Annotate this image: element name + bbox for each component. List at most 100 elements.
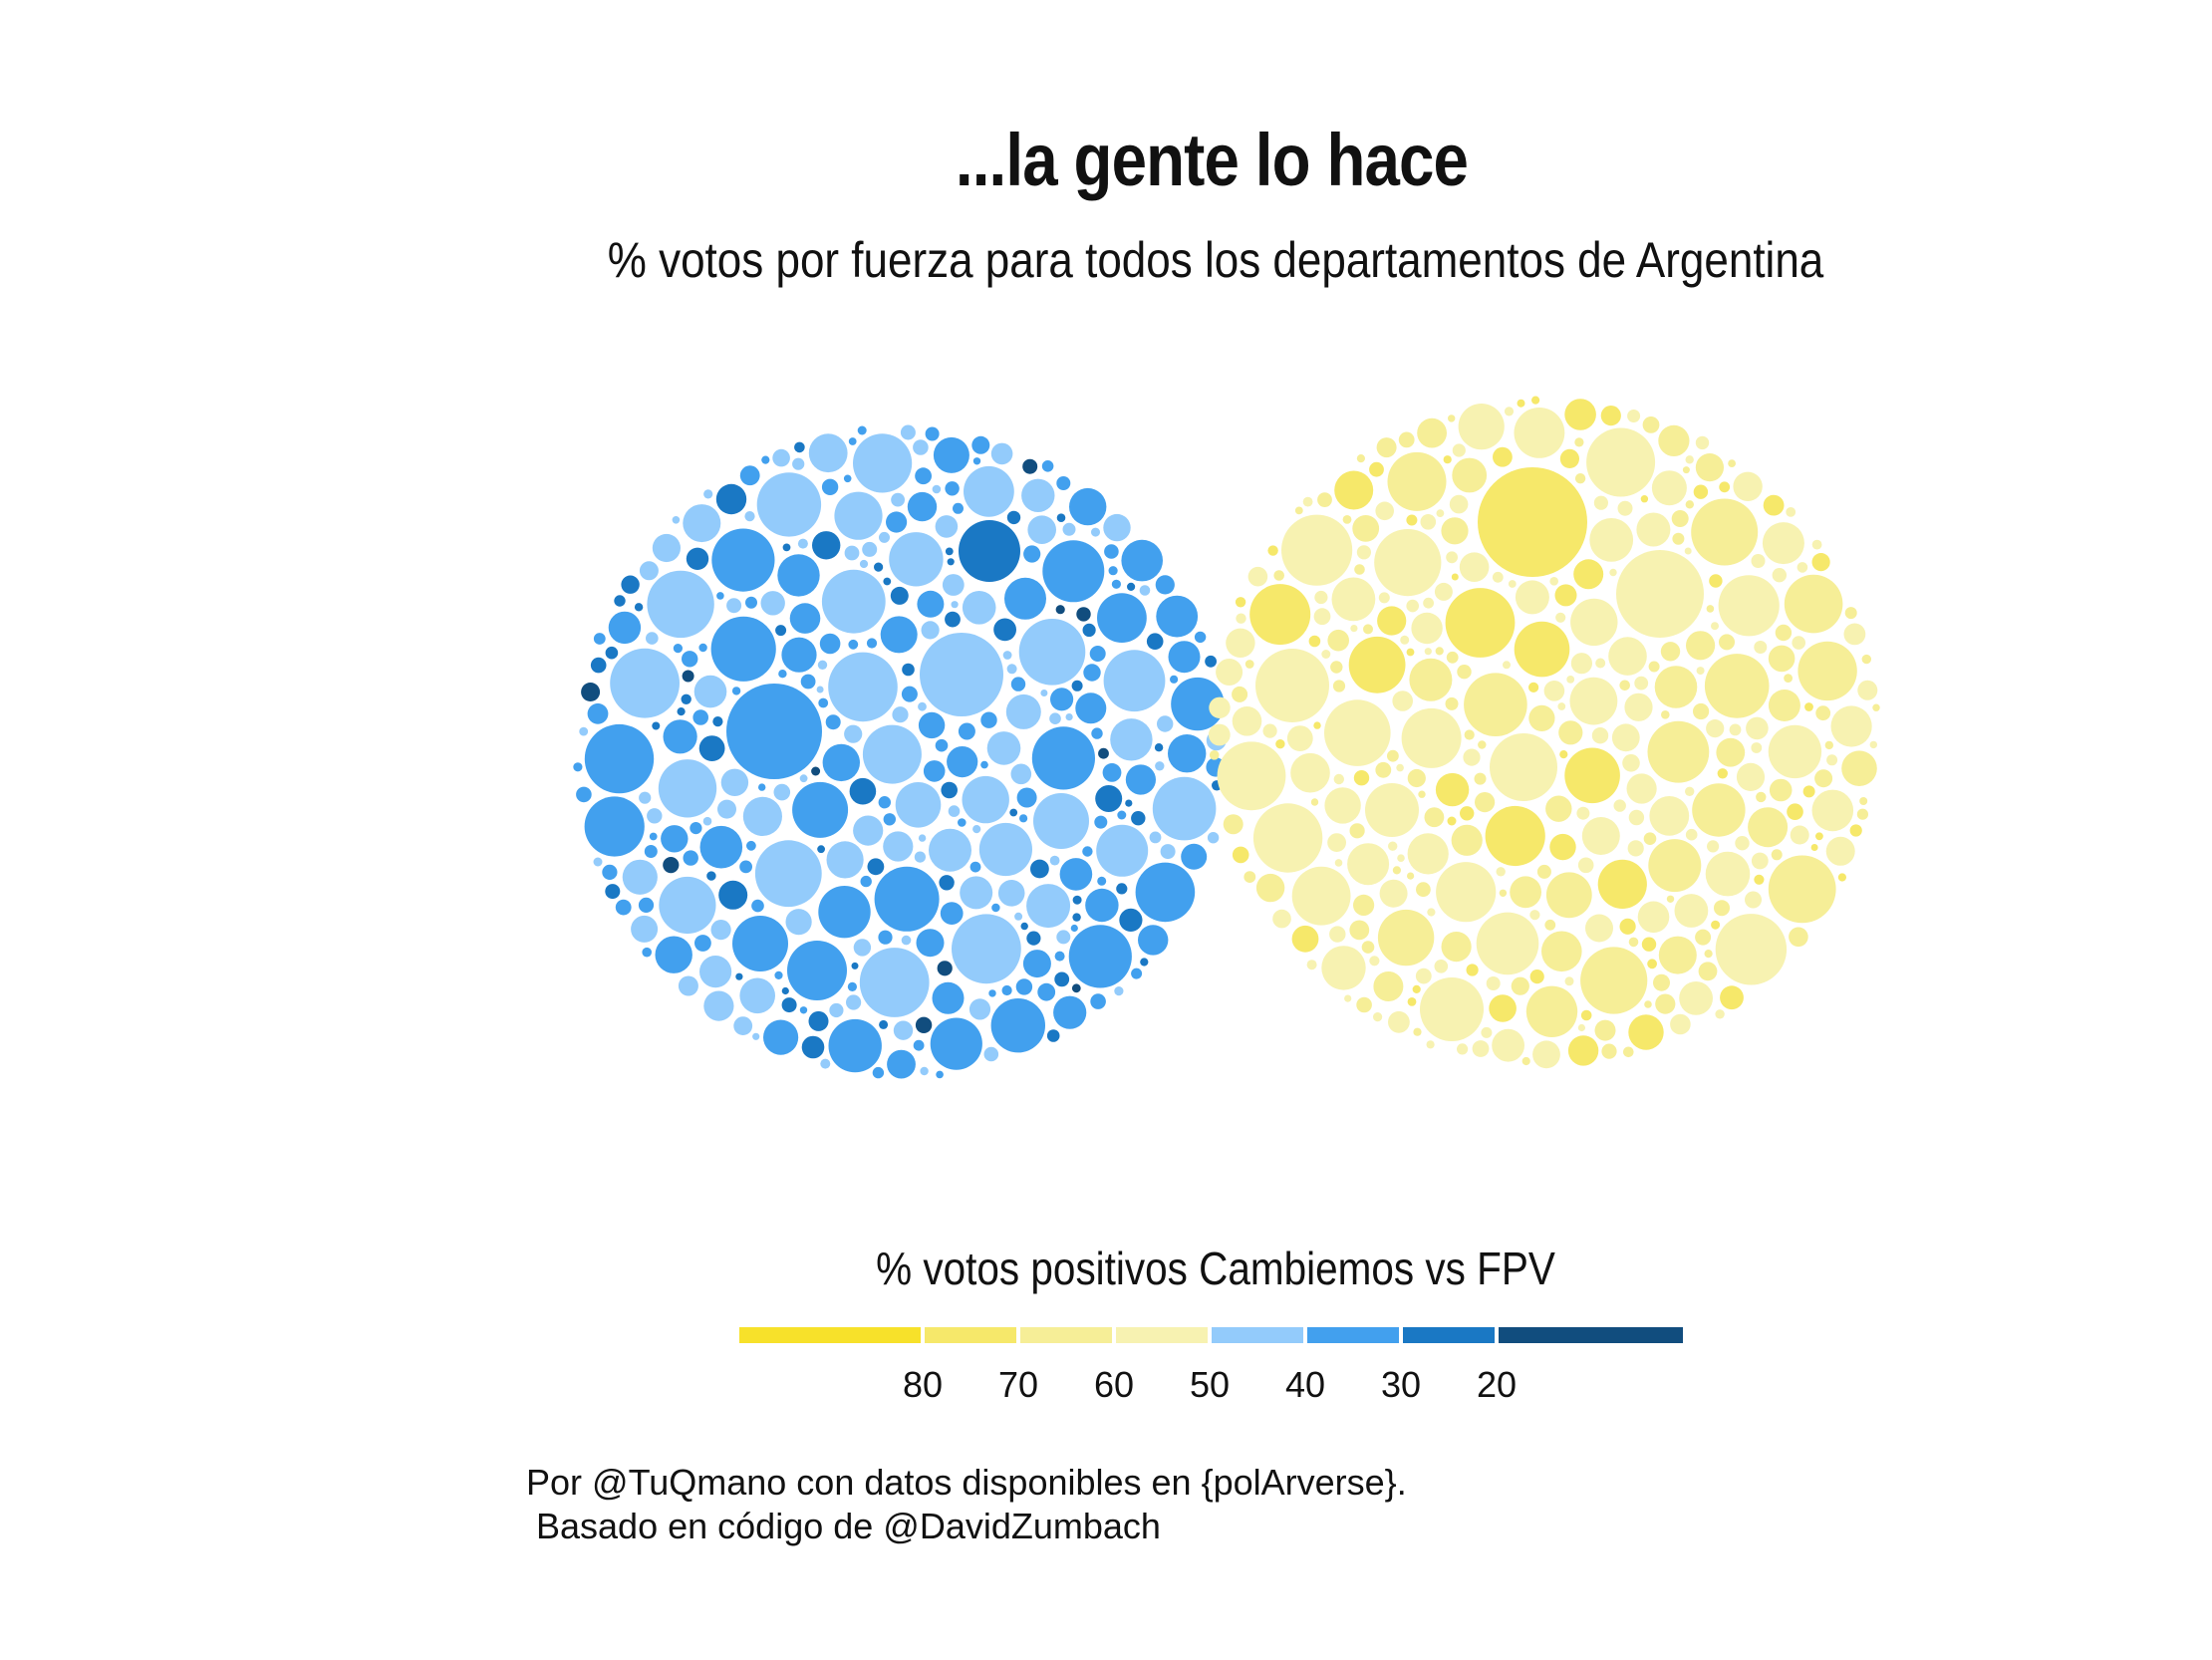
- bubble-left-153: [821, 478, 839, 495]
- bubble-right-191: [1641, 937, 1657, 952]
- bubble-right-210: [1486, 976, 1501, 990]
- bubble-right-270: [1802, 785, 1815, 798]
- bubble-left-116: [760, 591, 785, 616]
- bubble-right-156: [1720, 985, 1744, 1010]
- bubble-left-118: [942, 574, 965, 596]
- bubble-left-79: [808, 433, 848, 473]
- bubble-left-146: [605, 884, 621, 900]
- bubble-left-42: [792, 781, 849, 838]
- legend-title: % votos positivos Cambiemos vs FPV: [876, 1243, 1555, 1294]
- bubble-left-61: [1021, 478, 1055, 512]
- bubble-right-262: [1350, 625, 1358, 633]
- bubble-left-238: [682, 670, 694, 683]
- bubble-right-38: [1464, 673, 1527, 736]
- bubble-left-145: [913, 439, 929, 455]
- bubble-right-26: [1458, 404, 1505, 450]
- bubble-right-77: [1651, 470, 1687, 506]
- bubble-right-235: [1499, 889, 1508, 897]
- bubble-right-325: [1559, 750, 1568, 759]
- bubble-right-227: [1508, 580, 1517, 588]
- bubble-right-127: [1434, 582, 1453, 601]
- bubble-left-194: [773, 783, 791, 801]
- bubble-left-168: [925, 426, 940, 441]
- bubble-right-315: [1464, 729, 1475, 740]
- bubble-right-185: [1356, 545, 1371, 560]
- bubble-left-102: [997, 880, 1025, 907]
- bubble-left-227: [744, 511, 755, 522]
- bubble-right-277: [1474, 772, 1487, 785]
- bubble-right-228: [1751, 742, 1763, 753]
- bubble-left-6: [1026, 884, 1071, 929]
- bubble-left-111: [980, 711, 997, 728]
- bubble-right-344: [1387, 749, 1399, 762]
- bubble-left-54: [917, 590, 945, 618]
- bubble-left-68: [853, 815, 884, 846]
- bubble-left-44: [1135, 862, 1196, 923]
- bubble-left-0: [726, 684, 822, 779]
- legend-tick-70: 70: [998, 1364, 1038, 1405]
- bubble-right-199: [1698, 962, 1718, 981]
- bubble-left-191: [971, 435, 990, 454]
- bubble-right-169: [1642, 416, 1660, 433]
- bubble-right-46: [1654, 666, 1698, 708]
- bubble-left-186: [686, 547, 709, 570]
- bubble-right-233: [1446, 551, 1458, 564]
- bubble-left-108: [890, 586, 909, 605]
- bubble-left-185: [829, 1002, 844, 1018]
- bubble-left-284: [799, 774, 808, 783]
- bubble-left-209: [1040, 690, 1048, 696]
- bubble-left-8: [1096, 824, 1149, 877]
- bubble-left-295: [1091, 527, 1100, 537]
- bubble-left-58: [699, 825, 743, 869]
- bubble-right-48: [1686, 631, 1716, 661]
- bubble-right-339: [1531, 396, 1540, 405]
- bubble-right-181: [1772, 568, 1788, 583]
- bubble-right-308: [1711, 622, 1719, 631]
- bubble-right-304: [1682, 466, 1690, 474]
- bubble-right-331: [1344, 994, 1352, 1002]
- bubble-left-171: [844, 724, 863, 743]
- bubble-right-7: [1597, 859, 1647, 910]
- bubble-left-232: [644, 845, 658, 858]
- bubble-right-86: [1658, 424, 1690, 456]
- bubble-left-123: [739, 465, 760, 486]
- bubble-right-89: [1624, 692, 1653, 721]
- bubble-right-39: [1401, 707, 1462, 768]
- bubble-left-98: [703, 990, 734, 1021]
- bubble-right-107: [1733, 471, 1763, 501]
- bubble-left-34: [828, 652, 898, 722]
- bubble-right-195: [1398, 431, 1415, 448]
- bubble-left-19: [964, 465, 1014, 517]
- caption: Por @TuQmano con datos disponibles en {p…: [526, 1461, 1407, 1548]
- bubble-left-335: [848, 437, 857, 445]
- bubble-left-305: [1020, 922, 1028, 931]
- bubble-right-285: [1672, 532, 1685, 545]
- bubble-right-91: [1216, 659, 1244, 686]
- bubble-left-331: [1072, 895, 1082, 905]
- bubble-right-13: [1374, 529, 1442, 597]
- bubble-left-177: [694, 935, 711, 952]
- bubble-right-96: [1841, 750, 1877, 786]
- bubble-right-8: [1445, 588, 1516, 658]
- bubble-left-115: [990, 442, 1013, 465]
- bubble-right-248: [1302, 496, 1313, 507]
- bubble-left-31: [711, 528, 775, 592]
- bubble-left-65: [932, 981, 965, 1014]
- legend-tick-20: 20: [1477, 1364, 1517, 1405]
- bubble-right-291: [1400, 635, 1410, 645]
- bubble-right-100: [1452, 457, 1488, 493]
- bubble-left-278: [872, 1066, 885, 1079]
- bubble-left-22: [1152, 776, 1217, 841]
- bubble-left-137: [915, 467, 932, 485]
- bubble-right-192: [1735, 836, 1750, 851]
- bubble-left-157: [733, 1016, 753, 1035]
- bubble-right-159: [1356, 996, 1372, 1013]
- bubble-right-157: [1420, 514, 1437, 530]
- bubble-left-294: [1071, 680, 1083, 692]
- bubble-left-273: [652, 721, 661, 730]
- bubble-right-9: [1768, 855, 1836, 924]
- bubble-right-180: [1407, 768, 1426, 788]
- bubble-left-127: [710, 920, 731, 941]
- bubble-right-172: [1811, 553, 1830, 572]
